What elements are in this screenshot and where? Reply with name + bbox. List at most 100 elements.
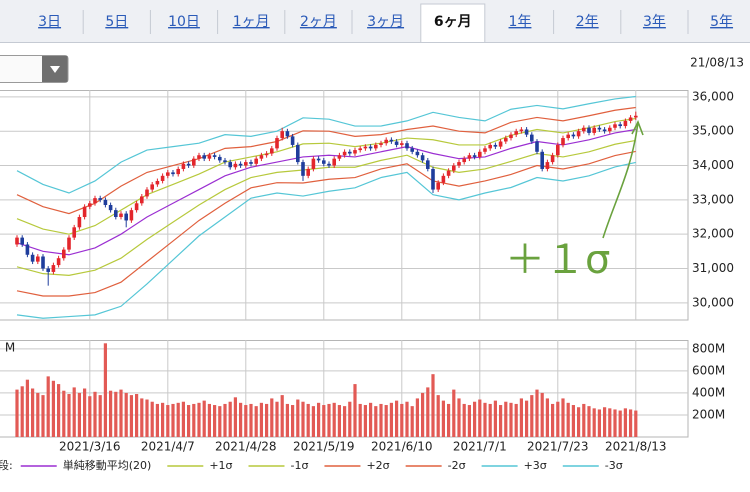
tab-label[interactable]: 3年 <box>643 14 666 30</box>
volume-bar <box>342 406 347 437</box>
x-tick-label: 2021/7/1 <box>453 440 507 454</box>
candle-body <box>337 155 342 159</box>
active-tab[interactable] <box>420 3 486 43</box>
candle-body <box>394 141 399 145</box>
volume-bar <box>275 401 279 437</box>
volume-bar <box>46 376 50 437</box>
volume-bar <box>462 403 466 437</box>
dropdown[interactable] <box>0 55 69 83</box>
volume-bar <box>36 392 40 437</box>
volume-bar <box>296 399 300 437</box>
volume-bar <box>249 403 253 437</box>
candle-body <box>566 134 570 139</box>
tab-label[interactable]: 10日 <box>168 14 200 30</box>
tab-label[interactable]: 1年 <box>509 14 532 30</box>
volume-bar <box>192 403 196 437</box>
tab-label[interactable]: 2ヶ月 <box>300 14 337 30</box>
annotation: ＋１σ <box>505 237 610 283</box>
tab-bar <box>0 0 750 42</box>
tab-label[interactable]: 6ヶ月 <box>434 14 472 30</box>
candle-body <box>462 158 466 163</box>
volume-bar <box>467 405 471 437</box>
candle-body <box>176 168 181 175</box>
volume-bar <box>316 402 321 437</box>
candle-body <box>150 184 155 190</box>
volume-bar <box>77 392 82 437</box>
candle-body <box>301 162 305 176</box>
candle-body <box>41 256 45 269</box>
candle-body <box>77 217 82 228</box>
volume-bar <box>400 403 404 437</box>
candle-body <box>20 237 25 245</box>
candle-body <box>555 144 560 156</box>
volume-bar <box>504 401 508 437</box>
volume-bar <box>384 405 388 437</box>
volume-bar <box>311 406 315 437</box>
x-tick-label: 2021/4/7 <box>141 440 195 454</box>
candle-body <box>88 203 92 207</box>
candle-body <box>477 151 482 157</box>
volume-bar <box>150 401 154 437</box>
volume-bar <box>498 405 503 437</box>
candle-body <box>425 160 430 169</box>
volume-bar <box>166 405 170 437</box>
candle-body <box>368 146 373 149</box>
candle-body <box>623 120 628 127</box>
candle-body <box>373 144 378 149</box>
candle-body <box>311 158 316 169</box>
candle-body <box>535 141 539 152</box>
volume-bar <box>566 402 570 437</box>
candle-body <box>576 131 581 137</box>
candle-body <box>233 163 238 168</box>
band-line <box>16 106 636 215</box>
volume-bar <box>363 405 367 437</box>
y-tick-label: 30,000 <box>692 295 734 309</box>
volume-bar <box>472 401 477 437</box>
volume-bar <box>431 374 435 437</box>
legend-label: -3σ <box>605 459 623 472</box>
candle-body <box>332 158 336 166</box>
volume-bar <box>337 405 341 437</box>
legend-label: +3σ <box>524 459 547 472</box>
volume-bar <box>25 379 30 437</box>
candle-body <box>420 155 425 161</box>
tab-label[interactable]: 5年 <box>710 14 733 30</box>
x-tick-label: 2021/5/19 <box>293 440 355 454</box>
volume-bar <box>114 391 118 437</box>
volume-bar <box>587 406 591 437</box>
volume-bar <box>135 394 139 437</box>
candle-body <box>446 170 451 176</box>
tab-label[interactable]: 1ヶ月 <box>233 14 270 30</box>
candle-body <box>62 249 66 259</box>
y-tick-label: 34,000 <box>692 158 734 172</box>
volume-bar <box>207 403 212 437</box>
tab-label[interactable]: 3日 <box>38 14 61 30</box>
candle-body <box>140 196 144 204</box>
tab-label[interactable]: 5日 <box>105 14 128 30</box>
volume-bar <box>67 394 71 437</box>
candle-body <box>607 127 612 132</box>
candle-body <box>602 129 607 132</box>
candle-body <box>36 256 40 262</box>
tab-label[interactable]: 3ヶ月 <box>367 14 404 30</box>
volume-bar <box>285 403 289 437</box>
volume-bar <box>187 405 191 437</box>
volume-bar <box>457 398 461 437</box>
candle-body <box>15 237 19 245</box>
volume-bar <box>171 403 175 437</box>
volume-bar <box>410 406 414 437</box>
volume-bar <box>109 390 113 437</box>
candle-body <box>249 162 253 164</box>
candle-body <box>415 151 420 156</box>
volume-bar <box>368 402 373 437</box>
volume-bar <box>332 402 336 437</box>
volume-bar <box>83 388 87 437</box>
tab-label[interactable]: 2年 <box>576 14 599 30</box>
volume-bar <box>394 400 399 437</box>
volume-bar <box>213 405 217 437</box>
mark-layer <box>15 95 638 437</box>
candle-body <box>145 189 149 197</box>
candle-body <box>223 160 227 163</box>
candle-body <box>467 155 472 159</box>
volume-bar <box>124 392 128 437</box>
